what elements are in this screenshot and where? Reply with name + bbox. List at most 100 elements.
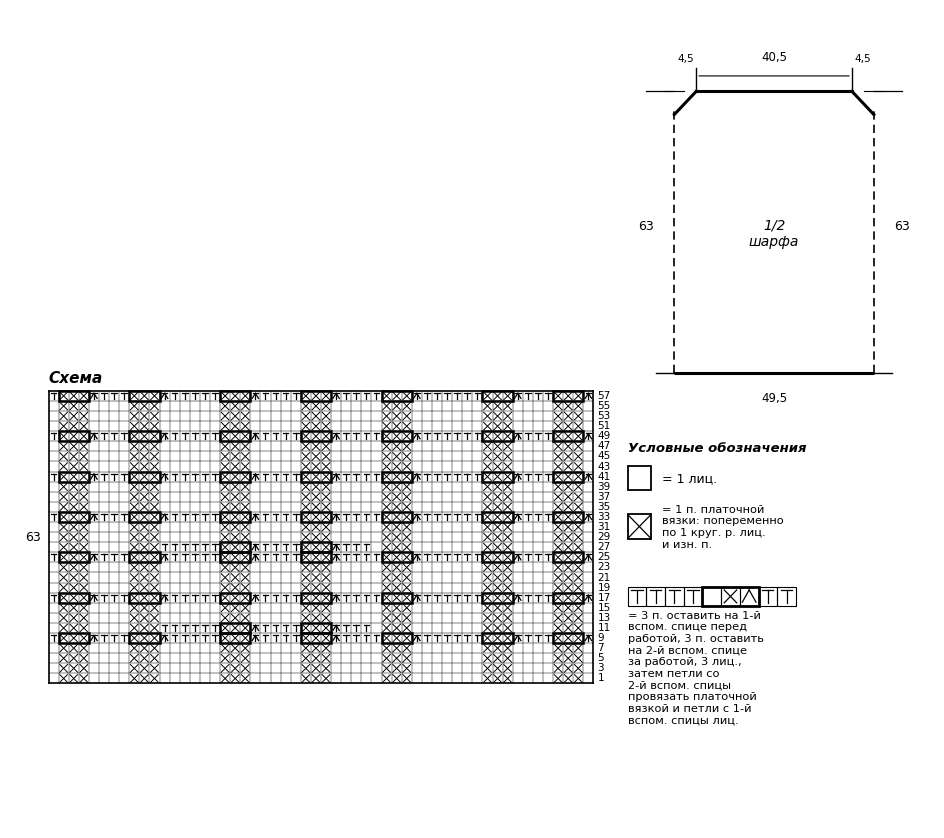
Text: 41: 41 [598, 472, 611, 482]
Text: 49,5: 49,5 [761, 392, 787, 405]
Bar [740, 587, 759, 606]
Bar [220, 552, 250, 562]
Bar [59, 391, 89, 401]
Bar [647, 587, 665, 606]
Bar [381, 592, 412, 603]
Bar [220, 512, 250, 522]
Text: = 1 п. платочной
вязки: попеременно
по 1 круг. р. лиц.
и изн. п.: = 1 п. платочной вязки: попеременно по 1… [662, 504, 784, 550]
Bar [59, 512, 89, 522]
Text: 51: 51 [598, 422, 611, 432]
Text: 19: 19 [598, 582, 611, 592]
Text: 21: 21 [598, 572, 611, 582]
Text: 1/2
шарфа: 1/2 шарфа [749, 219, 800, 249]
Text: 35: 35 [598, 502, 611, 512]
Bar [220, 633, 250, 643]
Bar [220, 542, 250, 552]
Bar [381, 552, 412, 562]
Text: 29: 29 [598, 532, 611, 542]
Bar [59, 432, 89, 442]
Bar [482, 432, 513, 442]
Text: 7: 7 [598, 644, 604, 653]
Text: = 1 лиц.: = 1 лиц. [662, 473, 717, 486]
Text: 43: 43 [598, 462, 611, 472]
Bar [553, 633, 583, 643]
Text: 17: 17 [598, 592, 611, 603]
Bar [220, 391, 250, 401]
Text: 9: 9 [598, 633, 604, 643]
Bar [683, 587, 702, 606]
Text: = 3 п. оставить на 1-й
вспом. спице перед
работой, 3 п. оставить
на 2-й вспом. с: = 3 п. оставить на 1-й вспом. спице пере… [628, 611, 764, 725]
Text: 37: 37 [598, 492, 611, 502]
Text: 40,5: 40,5 [761, 51, 787, 65]
Bar [129, 633, 160, 643]
Text: 3: 3 [598, 664, 604, 674]
Text: 63: 63 [25, 530, 42, 544]
Text: 13: 13 [598, 613, 611, 623]
Bar [482, 391, 513, 401]
Bar [301, 542, 331, 552]
Bar [59, 472, 89, 482]
Bar [553, 432, 583, 442]
Bar [628, 466, 651, 490]
Text: 39: 39 [598, 482, 611, 492]
Text: 4,5: 4,5 [677, 54, 694, 65]
Bar [301, 552, 331, 562]
Bar [702, 587, 721, 606]
Bar [59, 552, 89, 562]
Text: 57: 57 [598, 391, 611, 401]
Bar [759, 587, 777, 606]
Bar [129, 472, 160, 482]
Bar [301, 472, 331, 482]
Bar [628, 515, 651, 539]
Bar [220, 623, 250, 633]
Bar [301, 623, 331, 633]
Bar [381, 512, 412, 522]
Bar [482, 552, 513, 562]
Bar [301, 512, 331, 522]
Bar [301, 391, 331, 401]
Bar [129, 552, 160, 562]
Text: Условные обозначения: Условные обозначения [628, 442, 806, 455]
Bar [381, 633, 412, 643]
Bar [482, 592, 513, 603]
Bar [129, 512, 160, 522]
Bar [666, 587, 683, 606]
Text: 27: 27 [598, 542, 611, 552]
Bar [59, 592, 89, 603]
Bar [553, 391, 583, 401]
Bar [553, 592, 583, 603]
Text: 11: 11 [598, 623, 611, 633]
Bar [220, 472, 250, 482]
Bar [381, 472, 412, 482]
Text: 1: 1 [598, 674, 604, 684]
Text: 55: 55 [598, 401, 611, 411]
Bar [381, 432, 412, 442]
Bar [301, 633, 331, 643]
Text: 53: 53 [598, 411, 611, 421]
Bar [482, 472, 513, 482]
Bar [482, 512, 513, 522]
Text: Схема: Схема [48, 370, 103, 385]
Text: 33: 33 [598, 512, 611, 522]
Bar [220, 432, 250, 442]
Bar [777, 587, 796, 606]
Bar [129, 391, 160, 401]
Bar [301, 592, 331, 603]
Bar [628, 587, 647, 606]
Text: 63: 63 [894, 220, 910, 233]
Bar [129, 592, 160, 603]
Bar [721, 587, 740, 606]
Bar [553, 552, 583, 562]
Bar [553, 512, 583, 522]
Bar [381, 391, 412, 401]
Text: 15: 15 [598, 603, 611, 613]
Text: 25: 25 [598, 552, 611, 562]
Text: 23: 23 [598, 562, 611, 572]
Text: 63: 63 [638, 220, 654, 233]
Text: 49: 49 [598, 432, 611, 442]
Bar [129, 432, 160, 442]
Text: 5: 5 [598, 654, 604, 663]
Bar [553, 472, 583, 482]
Text: 4,5: 4,5 [854, 54, 871, 65]
Bar [220, 592, 250, 603]
